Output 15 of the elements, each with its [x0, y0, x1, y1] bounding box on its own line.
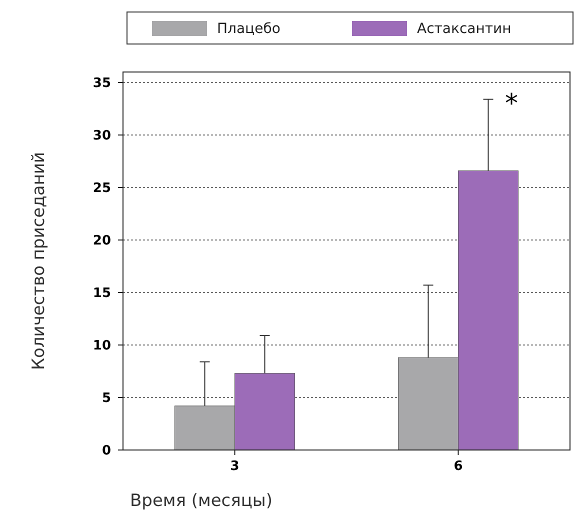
- y-tick-label: 0: [102, 444, 111, 459]
- x-tick-label: 6: [454, 459, 463, 474]
- y-tick-label: 25: [92, 181, 111, 196]
- y-tick-label: 5: [102, 391, 111, 406]
- y-tick-label: 10: [92, 338, 111, 354]
- legend-label: Плацебо: [217, 21, 280, 37]
- y-axis-title: Количество приседаний: [29, 152, 49, 370]
- x-axis-title: Время (месяцы): [130, 491, 272, 511]
- y-tick-label: 15: [92, 286, 111, 302]
- y-tick-label: 20: [92, 234, 111, 249]
- legend-label: Астаксантин: [417, 21, 512, 37]
- x-tick-label: 3: [230, 459, 240, 474]
- y-tick-label: 35: [92, 76, 111, 92]
- y-tick-label: 30: [92, 128, 111, 144]
- annotation: *: [505, 89, 518, 119]
